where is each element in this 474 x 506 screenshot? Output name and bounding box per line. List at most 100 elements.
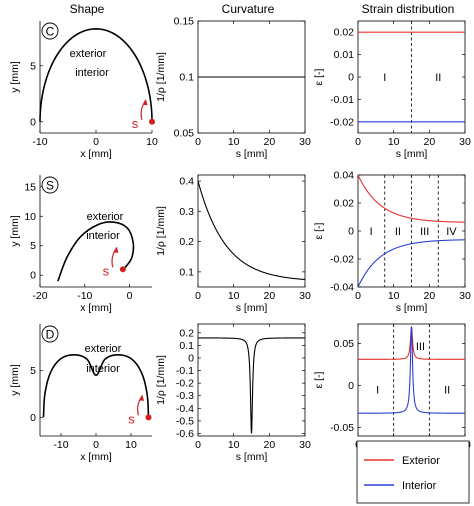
row2-strain-xtick-label: 30 <box>459 290 471 302</box>
row3-curvature-xtick-label: 10 <box>228 439 240 451</box>
row3-curvature-ytick-label: -0.4 <box>176 403 194 415</box>
row1-curvature-xlabel: s [mm] <box>236 148 268 160</box>
row1-shape-ylabel: y [mm] <box>9 61 21 93</box>
row2-strain-interior-line <box>357 239 466 288</box>
row2-shape-xtick-label: 0 <box>127 290 133 302</box>
row1-strain-ylabel: ε [-] <box>313 68 325 85</box>
row2-strain-region-label: II <box>395 226 401 238</box>
row3-curvature-xtick-label: 0 <box>195 439 201 451</box>
row1-shape-axes: -10 0 10 0 5 x [mm] y [mm] s exterior interior C <box>9 21 158 160</box>
row2-shape-xlabel: x [mm] <box>80 302 112 314</box>
row2-strain-ytick-label: -0.04 <box>330 282 354 294</box>
row2-strain-xtick-label: 20 <box>423 290 435 302</box>
row2-strain-ytick-label: 0.02 <box>334 198 355 210</box>
row2-strain-xlabel: s [mm] <box>396 302 428 314</box>
row1-shape-xlabel: x [mm] <box>80 148 112 160</box>
row3-badge-circle <box>41 325 59 343</box>
row2-shape-arrowhead <box>113 247 119 253</box>
row3-shape-xtick-label: 10 <box>125 439 137 451</box>
row3-curvature-frame <box>197 323 306 437</box>
row3-curvature-ytick-label: 0 <box>188 352 194 364</box>
row2-strain-ylabel: ε [-] <box>313 222 325 239</box>
row1-curvature-xtick-label: 0 <box>195 136 201 148</box>
row3-shape-ytick-label: 5 <box>30 365 36 377</box>
row3-curvature-ylabel: 1/ρ [1/mm] <box>155 355 167 405</box>
row3-curvature-ytick-label: -0.1 <box>176 365 194 377</box>
row2-curvature-ytick-label: 0.3 <box>179 206 194 218</box>
row1-curvature-xtick-label: 20 <box>263 136 275 148</box>
row2-shape-ytick-label: 5 <box>30 240 36 252</box>
row3-badge-letter: D <box>46 328 55 342</box>
row2-strain-ytick-label: 0.04 <box>334 170 355 182</box>
row2-curvature-line <box>197 180 306 281</box>
row2-shape-interior-label: interior <box>86 230 120 242</box>
row1-strain-ytick-label: 0.01 <box>334 49 355 61</box>
row1-shape-xtick-label: 0 <box>93 136 99 148</box>
row1-strain-region-label: I <box>383 72 386 84</box>
row2-curvature-frame <box>197 174 306 288</box>
row1-strain-ytick-label: -0.01 <box>330 94 354 106</box>
row3-shape-arrowhead <box>139 395 144 401</box>
row3-strain-frame <box>357 323 466 437</box>
row2-curvature-ytick-label: 0.2 <box>179 236 194 248</box>
row3-curvature-xtick-label: 30 <box>299 439 311 451</box>
row2-shape-s-label: s <box>103 263 110 278</box>
row3-shape-curve <box>42 353 150 418</box>
column-title-strain: Strain distribution <box>362 2 455 16</box>
row3-strain-ytick-label: -0.05 <box>330 422 354 434</box>
row3-curvature-xtick-label: 20 <box>263 439 275 451</box>
row2-curvature-ytick-label: 0.1 <box>179 266 194 278</box>
row1-shape-xtick-label: -10 <box>32 136 47 148</box>
row1-curvature-axes: 0 10 20 30 0.05 0.1 0.15 s [mm] 1/ρ [1/mm] <box>155 16 311 161</box>
row3-strain-ytick-label: 0.05 <box>334 338 355 350</box>
row1-curvature-xtick-label: 30 <box>299 136 311 148</box>
row1-strain-ytick-label: 0.02 <box>334 27 355 39</box>
row3-shape-axes: -10 0 10 0 5 x [mm] y [mm] s exterior interior D <box>9 324 152 463</box>
row1-shape-exterior-label: exterior <box>70 48 107 60</box>
row3-strain-region-label: III <box>416 341 425 353</box>
row1-shape-ytick-label: 5 <box>30 60 36 72</box>
row2-strain-region-label: IV <box>446 226 457 238</box>
row2-badge-circle <box>41 176 59 194</box>
row3-shape-ytick-label: 0 <box>30 412 36 424</box>
row2-curvature-xtick-label: 10 <box>228 290 240 302</box>
row3-shape-xtick-label: -10 <box>53 439 68 451</box>
row1-curvature-ytick-label: 0.15 <box>174 16 195 28</box>
row1-curvature-ytick-label: 0.05 <box>174 128 195 140</box>
row2-shape-ylabel: y [mm] <box>9 215 21 247</box>
row3-strain-region-label: I <box>376 385 379 397</box>
row2-curvature-ylabel: 1/ρ [1/mm] <box>155 206 167 256</box>
row3-shape-start-marker <box>145 414 152 421</box>
row1-shape-arrowhead <box>142 99 148 106</box>
row1-strain-xtick-label: 30 <box>459 136 471 148</box>
row3-shape-interior-label: interior <box>86 363 120 375</box>
row2-strain-region-label: III <box>420 226 429 238</box>
row3-curvature-ytick-label: 0.2 <box>179 327 194 339</box>
row2-strain-exterior-line <box>357 174 466 223</box>
row3-curvature-axes: 0 10 20 30-0.6-0.5-0.4-0.3-0.2-0.100.10.2s … <box>155 323 311 463</box>
legend: Exterior Interior <box>356 440 470 504</box>
row3-curvature-ytick-label: 0.1 <box>179 340 194 352</box>
row2-shape-xtick-label: -10 <box>77 290 92 302</box>
row3-strain-interior-line <box>358 326 465 414</box>
row2-strain-ytick-label: 0 <box>348 226 354 238</box>
row3-curvature-ytick-label: -0.6 <box>176 428 194 440</box>
row1-shape-interior-label: interior <box>75 67 109 79</box>
column-title-shape: Shape <box>70 2 105 16</box>
row2-curvature-ytick-label: 0.4 <box>179 176 194 188</box>
row1-shape-ytick-label: 0 <box>30 116 36 128</box>
legend-label-exterior: Exterior <box>402 455 440 467</box>
row2-shape-axes: -20 -10 0 0 5 10 15 x [mm] y [mm] s exterior interi… <box>9 175 152 314</box>
row2-shape-ytick-label: 15 <box>24 181 36 193</box>
row1-strain-xtick-label: 10 <box>388 136 400 148</box>
row1-curvature-ylabel: 1/ρ [1/mm] <box>155 52 167 102</box>
row2-shape-curve <box>57 221 135 282</box>
row2-curvature-axes: 0 10 20 30 0.1 0.2 0.3 0.4 s [mm] 1/ρ [1/mm] <box>155 174 311 314</box>
row2-curvature-xlabel: s [mm] <box>236 302 268 314</box>
row2-badge-letter: S <box>46 179 54 193</box>
row3-curvature-xlabel: s [mm] <box>236 451 268 463</box>
row1-curvature-ytick-label: 0.1 <box>179 72 194 84</box>
